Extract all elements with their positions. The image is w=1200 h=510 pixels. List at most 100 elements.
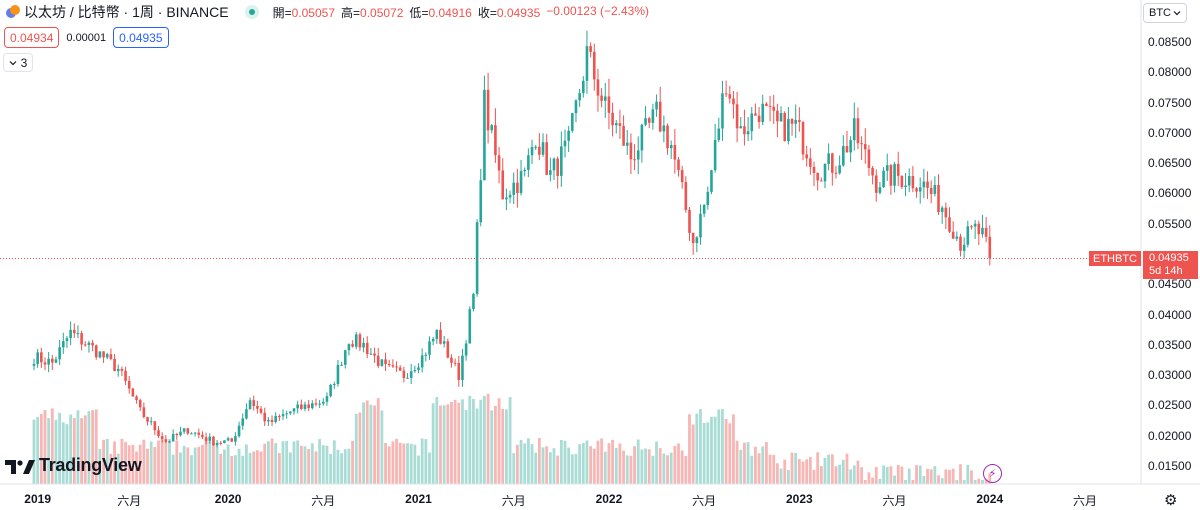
lightning-icon[interactable]: ⚡ [983, 464, 1002, 483]
volume-bar [933, 466, 937, 484]
volume-bar [966, 464, 970, 484]
volume-bar [142, 439, 146, 484]
volume-bar [314, 451, 318, 484]
candle-body [863, 144, 867, 150]
volume-bar [625, 455, 629, 484]
candle-body [592, 51, 596, 80]
candle-body [600, 95, 603, 101]
candle-body [721, 93, 724, 129]
volume-bar [860, 467, 864, 484]
candle-body [596, 79, 600, 96]
volume-bar [336, 449, 340, 484]
candle-body [882, 170, 885, 188]
candle-body [867, 149, 871, 168]
candle-body [197, 432, 201, 435]
price-change: −0.00123 (−2.43%) [546, 3, 650, 18]
volume-bar [398, 442, 402, 484]
market-status-icon[interactable] [244, 5, 259, 19]
candle-body [450, 357, 453, 363]
buy-button[interactable]: 0.04935 [113, 27, 169, 48]
indicators-toggle[interactable]: 3 [3, 53, 33, 72]
candle-body [907, 176, 911, 186]
candle-body [933, 185, 937, 194]
symbol-title[interactable]: 以太坊 / 比特幣 · 1周 · BINANCE [24, 4, 229, 20]
volume-bar [585, 440, 589, 484]
ohlc-legend: 開=0.05057 高=0.05072 低=0.04916 收=0.04935 … [272, 3, 650, 20]
volume-bar [600, 438, 604, 484]
volume-bar [578, 444, 582, 484]
candle-body [245, 409, 248, 419]
volume-bar [629, 455, 633, 484]
volume-bar [717, 409, 721, 484]
candle-body [944, 207, 948, 218]
chevron-down-icon [1173, 11, 1181, 16]
volume-bar [149, 441, 153, 484]
volume-bar [830, 454, 834, 484]
volume-bar [244, 444, 248, 484]
candle-body [252, 400, 256, 407]
candle-body [32, 363, 36, 366]
volume-bar [889, 466, 893, 484]
volume-bar [746, 442, 750, 484]
price-tick-label: 0.07500 [1148, 95, 1192, 110]
candle-body [65, 338, 69, 342]
candle-body [739, 126, 743, 129]
volume-bar [171, 454, 175, 484]
candle-body [951, 231, 955, 239]
candle-body [490, 125, 494, 131]
tradingview-logo[interactable]: TradingView [5, 455, 142, 476]
volume-bar [863, 480, 867, 484]
volume-bar [794, 452, 798, 484]
volume-bar [790, 452, 794, 484]
volume-bar [695, 413, 699, 484]
candle-body [369, 353, 373, 355]
current-price-label: 0.04935 5d 14h [1143, 251, 1198, 279]
gear-icon[interactable]: ⚙ [1164, 492, 1178, 509]
volume-bar [201, 444, 204, 484]
candle-body [530, 147, 534, 156]
volume-bar [479, 399, 483, 484]
volume-bar [270, 438, 274, 484]
volume-bar [761, 446, 765, 484]
candle-body [494, 125, 497, 156]
volume-bar [351, 440, 354, 484]
volume-bar [168, 438, 171, 484]
candle-body [699, 213, 702, 238]
volume-bar [684, 455, 688, 484]
candle-body [831, 153, 834, 173]
volume-bar [234, 455, 237, 484]
currency-selector[interactable]: BTC [1143, 3, 1187, 23]
candle-body [735, 104, 739, 129]
volume-bar [468, 395, 472, 484]
volume-bar [288, 452, 292, 484]
candle-body [43, 362, 47, 365]
volume-bar [959, 464, 962, 484]
candle-body [981, 227, 984, 235]
volume-bar [446, 404, 450, 484]
price-tick-label: 0.05500 [1148, 216, 1192, 231]
candle-body [171, 434, 175, 442]
candle-body [362, 342, 365, 348]
symbol-tag: ETHBTC [1089, 251, 1141, 266]
sell-button[interactable]: 0.04934 [4, 27, 60, 48]
candle-body [226, 438, 230, 441]
candle-body [417, 367, 420, 370]
candle-body [289, 411, 292, 414]
volume-bar [816, 452, 820, 484]
volume-bar [69, 414, 73, 484]
volume-bar [431, 403, 435, 484]
price-tick-label: 0.04000 [1148, 307, 1192, 322]
candle-body [486, 89, 490, 131]
volume-bar [640, 449, 644, 484]
volume-bar [329, 453, 333, 484]
candle-body [556, 158, 559, 176]
candle-body [904, 185, 907, 188]
volume-bar [453, 399, 457, 484]
candle-body [340, 364, 343, 366]
volume-bar [523, 443, 527, 484]
volume-bar [677, 443, 680, 484]
candle-body [856, 118, 860, 144]
volume-bar [424, 439, 428, 484]
candle-body [431, 338, 435, 342]
